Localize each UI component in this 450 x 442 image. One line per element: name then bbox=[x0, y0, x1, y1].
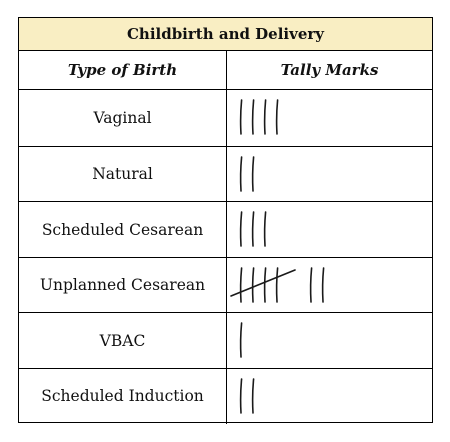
tally-marks bbox=[239, 377, 255, 414]
tally-cell bbox=[226, 257, 432, 313]
column-header-type: Type of Birth bbox=[19, 50, 226, 90]
tally-marks bbox=[239, 99, 279, 135]
tally-marks bbox=[239, 211, 267, 247]
tally-stroke bbox=[239, 322, 243, 358]
tally-stroke bbox=[263, 211, 267, 247]
table-row: Natural bbox=[19, 145, 432, 202]
tally-stroke bbox=[251, 266, 255, 303]
tally-stroke bbox=[263, 99, 267, 135]
tally-cell bbox=[226, 368, 432, 424]
tally-stroke bbox=[239, 377, 243, 414]
tally-stroke bbox=[239, 99, 243, 135]
tally-stroke bbox=[263, 266, 267, 303]
birth-type-label: Scheduled Induction bbox=[41, 387, 204, 406]
tally-stroke bbox=[275, 266, 279, 303]
tally-stroke bbox=[309, 266, 313, 303]
tally-table: Childbirth and Delivery Type of Birth Ta… bbox=[18, 17, 433, 424]
tally-stroke bbox=[251, 377, 255, 414]
table-row: VBAC bbox=[19, 312, 432, 369]
tally-marks bbox=[230, 266, 325, 303]
birth-type-label: VBAC bbox=[99, 331, 146, 350]
tally-cell bbox=[226, 313, 432, 369]
tally-stroke bbox=[239, 211, 243, 247]
birth-type-label: Vaginal bbox=[93, 108, 152, 127]
table-title: Childbirth and Delivery bbox=[19, 18, 432, 51]
table-row: Scheduled Induction bbox=[19, 367, 432, 424]
tally-cell bbox=[226, 146, 432, 202]
table-row: Unplanned Cesarean bbox=[19, 256, 432, 313]
tally-stroke bbox=[239, 155, 243, 192]
column-header-tally: Tally Marks bbox=[226, 50, 432, 90]
tally-stroke bbox=[251, 211, 255, 247]
table-row: Scheduled Cesarean bbox=[19, 201, 432, 258]
birth-type-label: Scheduled Cesarean bbox=[41, 220, 204, 239]
tally-stroke bbox=[275, 99, 279, 135]
tally-five-slash bbox=[230, 268, 296, 297]
tally-stroke bbox=[321, 266, 325, 303]
tally-stroke bbox=[251, 155, 255, 192]
birth-type-label: Natural bbox=[92, 165, 153, 184]
tally-marks bbox=[239, 322, 243, 358]
tally-cell bbox=[226, 90, 432, 146]
tally-stroke bbox=[239, 266, 243, 303]
table-row: Vaginal bbox=[19, 90, 432, 146]
tally-marks bbox=[239, 155, 255, 192]
tally-cell bbox=[226, 202, 432, 258]
tally-stroke bbox=[251, 99, 255, 135]
birth-type-label: Unplanned Cesarean bbox=[39, 276, 206, 295]
